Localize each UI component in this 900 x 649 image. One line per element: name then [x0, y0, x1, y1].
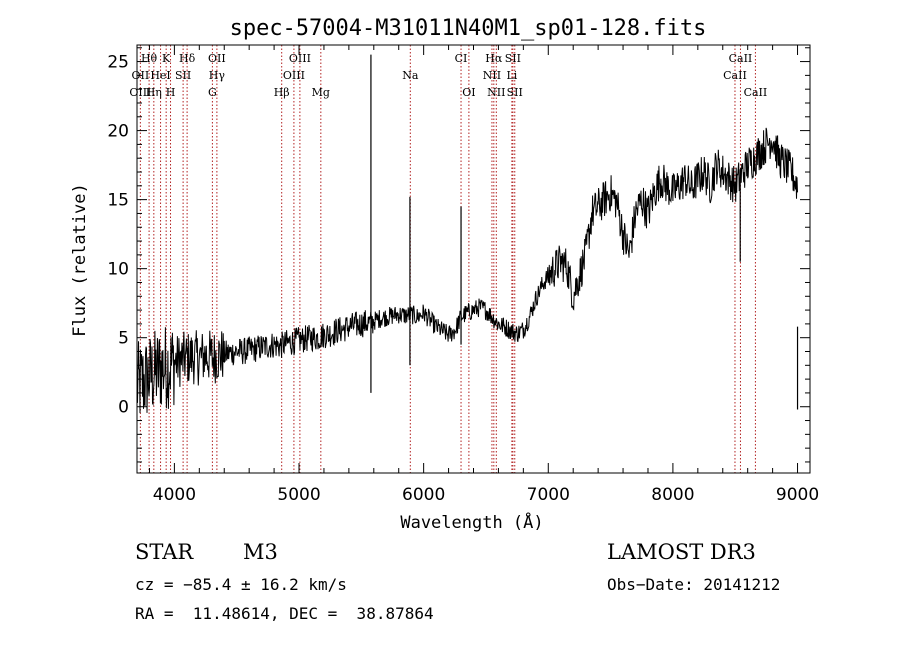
line-label-14: Na [402, 69, 419, 82]
line-label-12: Hγ [209, 69, 226, 82]
y-tick-label: 25 [107, 53, 129, 73]
line-label-2: Hδ [179, 52, 196, 65]
x-tick-label: 4000 [153, 485, 196, 505]
line-label-24: OI [462, 86, 475, 99]
y-tick-label: 0 [118, 398, 129, 418]
ra-dec: RA = 11.48614, DEC = 38.87864 [135, 604, 434, 623]
x-axis-label: Wavelength (Å) [400, 511, 543, 533]
y-tick-label: 5 [118, 329, 129, 349]
survey-name: LAMOST DR3 [607, 540, 756, 564]
line-label-23: Mg [312, 86, 330, 99]
y-tick-label: 15 [107, 191, 129, 211]
line-label-22: Hβ [274, 86, 290, 99]
line-label-11: SII [175, 69, 191, 82]
spectrum-line [136, 127, 798, 414]
line-label-3: OII [208, 52, 226, 65]
line-label-7: SII [505, 52, 521, 65]
chart-title: spec-57004-M31011N40M1_sp01-128.fits [230, 16, 707, 41]
line-label-4: OIII [289, 52, 311, 65]
emission-line-markers [139, 45, 756, 473]
redshift-cz: cz = −85.4 ± 16.2 km/s [135, 575, 347, 594]
x-axis: 4000 5000 6000 7000 8000 9000 [148, 45, 819, 505]
line-label-0: Hθ [141, 52, 158, 65]
spectral-subclass: M3 [243, 540, 278, 564]
x-tick-label: 9000 [776, 485, 819, 505]
line-label-10: HeI [150, 69, 170, 82]
line-label-17: CaII [723, 69, 747, 82]
line-label-5: CI [455, 52, 468, 65]
emission-spikes [370, 54, 799, 410]
line-label-8: CaII [729, 52, 753, 65]
line-label-1: K [162, 52, 171, 65]
y-axis: 0 5 10 15 20 25 [107, 47, 810, 463]
line-label-26: SII [507, 86, 523, 99]
line-label-16: Li [506, 69, 517, 82]
object-class: STAR [135, 540, 194, 564]
line-label-13: OIII [283, 69, 305, 82]
observation-date: Obs−Date: 20141212 [607, 575, 781, 594]
line-label-19: Hη [146, 86, 162, 99]
y-tick-label: 20 [107, 122, 129, 142]
line-label-21: G [208, 86, 217, 99]
line-label-20: H [166, 86, 176, 99]
x-tick-label: 5000 [277, 485, 320, 505]
y-tick-label: 10 [107, 260, 129, 280]
line-label-15: NII [483, 69, 501, 82]
line-label-25: NII [487, 86, 505, 99]
plot-frame [136, 44, 811, 474]
line-label-6: Hα [485, 52, 503, 65]
line-label-18: OIII [129, 86, 151, 99]
y-axis-label: Flux (relative) [70, 183, 90, 337]
line-label-27: CaII [744, 86, 768, 99]
x-tick-label: 6000 [402, 485, 445, 505]
x-tick-label: 8000 [651, 485, 694, 505]
x-tick-label: 7000 [527, 485, 570, 505]
